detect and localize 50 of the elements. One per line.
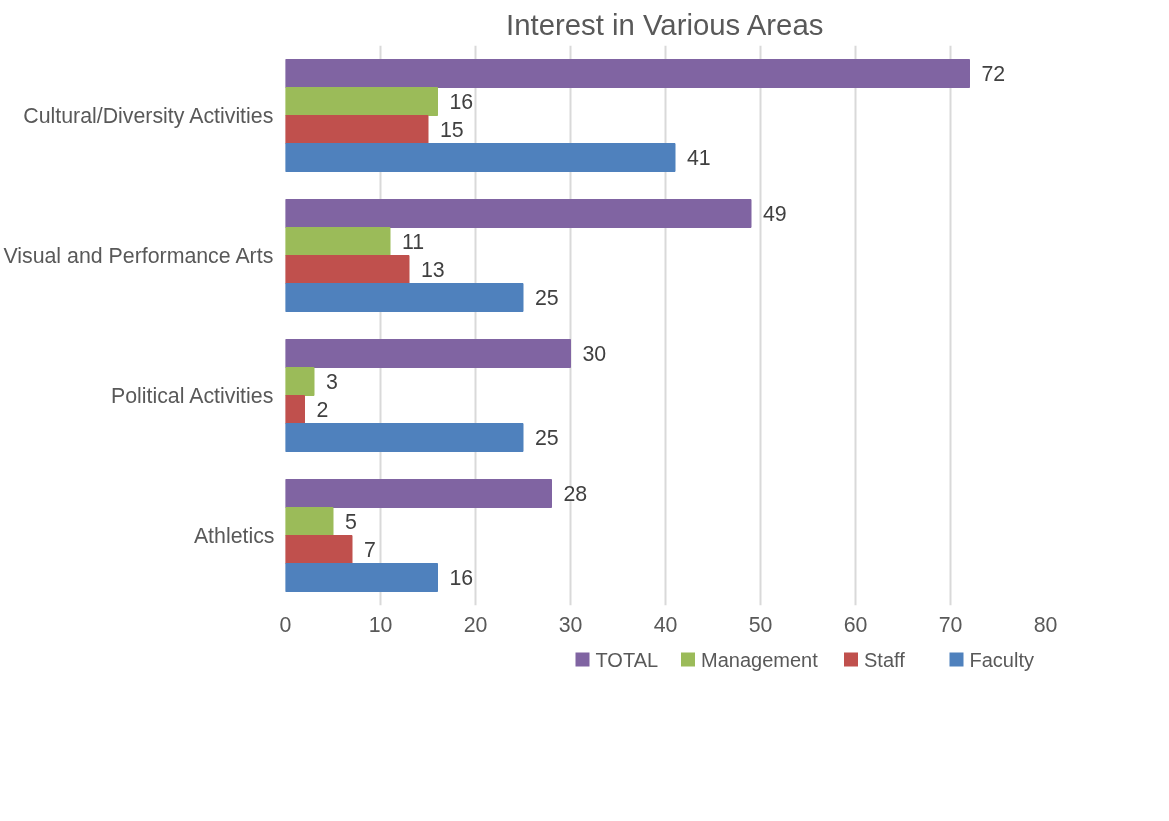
y-tick-label: Cultural/Diversity Activities [23,103,274,128]
data-label: 25 [535,426,559,450]
bar [285,339,571,368]
x-tick-label: 0 [279,612,292,637]
bar [285,367,315,396]
data-label: 15 [440,118,464,142]
legend-label: Faculty [969,648,1034,671]
bar [285,479,552,508]
bar [285,199,752,228]
x-tick-label: 40 [653,612,678,637]
data-label: 25 [535,286,559,310]
bar [285,227,391,256]
data-label: 13 [421,258,445,282]
legend-label: Management [701,648,819,671]
x-tick-label: 30 [558,612,583,637]
bar [285,87,438,116]
x-tick-label: 10 [368,612,393,637]
data-label: 30 [582,342,607,366]
data-label: 28 [563,482,588,506]
x-tick-label: 50 [748,612,773,637]
bar [285,563,438,592]
legend-label: TOTAL [595,648,659,671]
data-label: 72 [981,62,1006,86]
data-label: 16 [449,90,474,114]
y-tick-label: Political Activities [110,383,274,408]
bar [285,115,429,144]
bar [285,283,524,312]
y-tick-label: Athletics [193,523,275,548]
legend-label: Staff [864,648,906,671]
bar [285,423,524,452]
x-tick-label: 70 [938,612,963,637]
bar [285,535,353,564]
data-label: 16 [449,566,474,590]
data-label: 41 [687,146,711,170]
bar [285,507,334,536]
y-tick-label: Visual and Performance Arts [3,243,274,268]
bar [285,395,305,424]
data-label: 3 [326,370,338,394]
x-tick-label: 80 [1033,612,1058,637]
x-tick-label: 60 [843,612,868,637]
bar [285,59,970,88]
data-label: 7 [364,538,376,562]
bar [285,143,676,172]
chart-title: Interest in Various Areas [506,7,824,41]
x-tick-label: 20 [463,612,488,637]
bar [285,255,410,284]
data-label: 2 [316,398,329,422]
data-label: 11 [402,230,425,254]
data-label: 5 [345,510,357,534]
data-label: 49 [763,202,787,226]
